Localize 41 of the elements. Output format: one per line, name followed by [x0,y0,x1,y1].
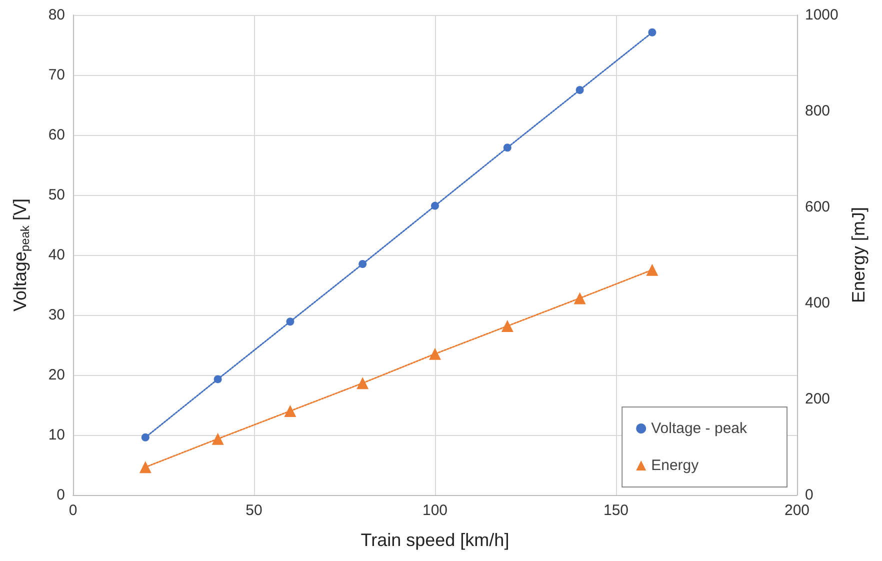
point [139,461,152,474]
y-axis-title: Voltagepeak [V] [10,198,32,312]
y2-tick-label: 600 [805,198,830,216]
point [646,264,658,276]
y-tick-label: 70 [48,66,65,84]
point [576,86,584,94]
legend-label: Voltage - peak [651,420,748,437]
point [574,292,586,304]
point [212,432,224,445]
y2-tick-label: 200 [805,390,830,408]
y-tick-label: 50 [48,186,65,204]
point [356,377,369,390]
x-tick-label: 200 [784,502,810,519]
y-tick-label: 20 [48,366,65,384]
y-tick-label: 0 [56,486,65,504]
x-tick-label: 50 [246,502,262,519]
legend-label: Energy [651,457,700,474]
y2-tick-label: 1000 [805,6,838,24]
x-tick-label: 100 [422,502,448,519]
point [286,318,294,326]
x-tick-label: 150 [603,502,629,519]
y2-tick-label: 800 [805,102,830,120]
y2-tick-label: 0 [805,486,814,504]
y2-tick-label: 400 [805,294,830,312]
y-tick-label: 10 [48,426,65,444]
point [431,202,439,210]
point [141,433,150,442]
point [214,375,222,384]
y-tick-label: 40 [48,246,65,264]
point [429,348,441,360]
point [648,28,656,36]
x-axis-title: Train speed [km/h] [360,530,510,550]
y-tick-label: 80 [48,6,65,24]
point [284,405,296,417]
x-tick-label: 0 [68,502,78,519]
y-tick-label: 60 [48,126,65,144]
point [358,260,367,268]
point [503,144,512,152]
point [501,320,514,332]
y2-axis-title: Energy [mJ] [848,206,868,304]
y-tick-label: 30 [48,306,65,324]
